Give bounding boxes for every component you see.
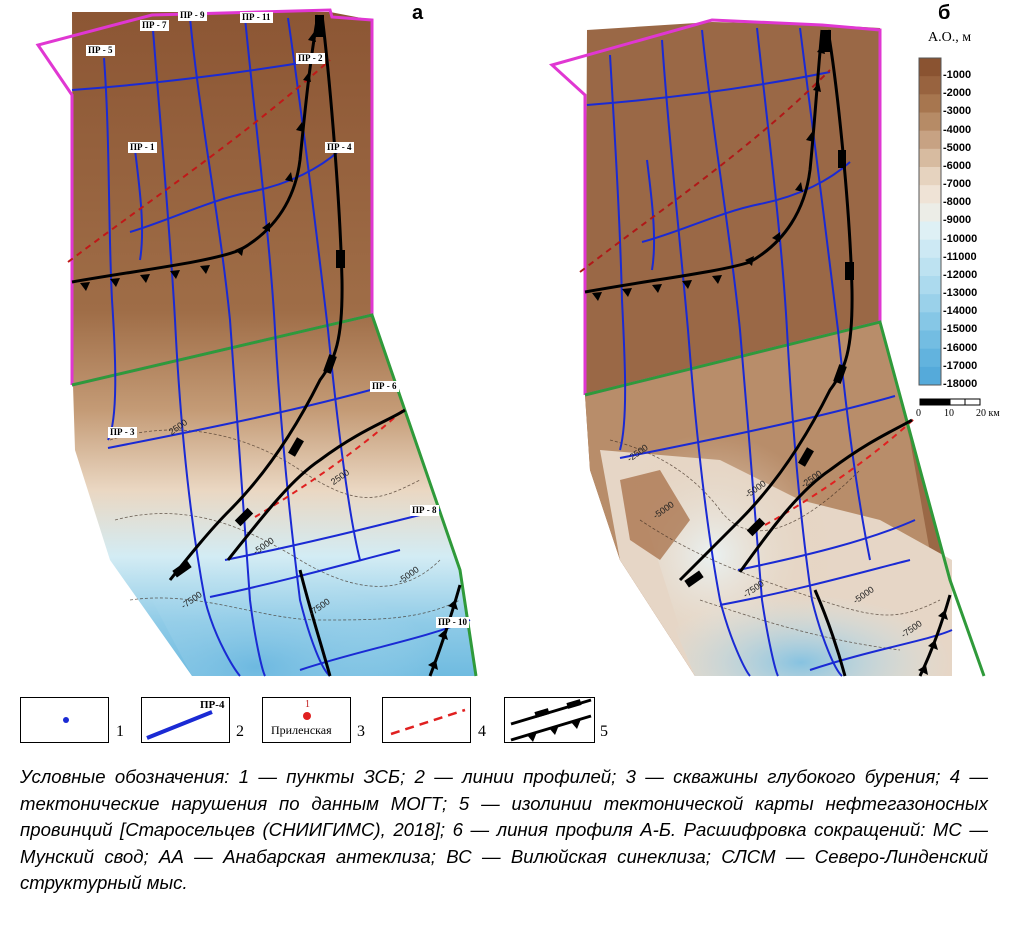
colorbar-label: -13000 (943, 287, 978, 299)
profile-lines-a (71, 17, 471, 677)
profile-label: ПР - 5 (86, 45, 115, 56)
colorbar-label: -8000 (943, 196, 972, 209)
legend-num-4: 4 (478, 723, 486, 740)
profile-label: ПР - 2 (296, 53, 325, 64)
tectonic-teeth-b (592, 30, 948, 675)
colorbar-swatch (919, 239, 941, 259)
contours-a (109, 429, 461, 621)
profile-label: ПР - 8 (410, 505, 439, 516)
profile-label: ПР - 9 (178, 10, 207, 21)
colorbar-swatch (919, 294, 941, 313)
legend-well-number: 1 (305, 699, 310, 710)
colorbar (918, 57, 942, 386)
profile-label: ПР - 10 (436, 617, 469, 628)
zsb-point-icon (63, 717, 69, 723)
colorbar-swatch (919, 148, 941, 168)
colorbar-label: -9000 (943, 214, 972, 227)
colorbar-label: -5000 (943, 141, 972, 154)
colorbar-label: -2000 (943, 87, 972, 100)
maps-svg (35, 8, 986, 677)
tectonic-line-icon (510, 698, 592, 742)
colorbar-label: -15000 (943, 323, 978, 336)
map-b-brown-spot (620, 470, 690, 560)
block-boundary-lower-b (584, 320, 986, 677)
map-b-blue-zone (650, 540, 952, 676)
colorbar-label: -17000 (943, 359, 978, 372)
colorbar-swatch (919, 276, 941, 295)
profile-label: ПР - 4 (325, 142, 354, 153)
scalebar-tick-10: 10 (944, 408, 954, 419)
well-marker-icon (303, 712, 311, 720)
colorbar-label: -18000 (943, 377, 978, 390)
colorbar-swatch (919, 167, 941, 186)
fault-mogt-a1 (67, 59, 331, 263)
map-a-fill (72, 12, 476, 676)
profile-label: ПР - 7 (140, 20, 169, 31)
tectonic-teeth-a (80, 15, 458, 670)
legend-box-tectonic (504, 697, 595, 743)
profile-lines-b (586, 27, 953, 677)
caption-text: Условные обозначения: 1 — пункты ЗСБ; 2 … (20, 766, 988, 893)
colorbar-swatch (919, 312, 941, 331)
colorbar-label: -4000 (943, 123, 972, 136)
colorbar-swatch (919, 221, 941, 241)
legend-num-2: 2 (236, 723, 244, 740)
scalebar-tick-0: 0 (916, 408, 921, 419)
scale-bar (919, 398, 981, 406)
colorbar-swatch (919, 185, 941, 204)
legend-box-zsb (20, 697, 109, 743)
map-a-blue-zone (110, 500, 476, 676)
map-panel-b (548, 18, 986, 677)
legend-box-profile: ПР-4 (141, 697, 230, 743)
colorbar-label: -11000 (943, 250, 977, 263)
colorbar-swatch (919, 58, 941, 77)
colorbar-swatch (919, 366, 941, 386)
block-boundary-upper-a (35, 8, 374, 387)
map-panel-a (35, 8, 478, 677)
colorbar-label: -10000 (943, 232, 978, 245)
colorbar-swatch (919, 94, 941, 113)
scalebar-tick-20: 20 км (976, 408, 1000, 419)
colorbar-label: -1000 (943, 69, 972, 81)
legend-box-fault (382, 697, 471, 743)
colorbar-swatch (919, 348, 941, 368)
fault-mogt-a2 (254, 407, 406, 518)
colorbar-label: -14000 (943, 305, 978, 318)
legend-num-3: 3 (357, 723, 365, 740)
fault-dashed-icon (390, 708, 466, 736)
colorbar-swatch (919, 130, 941, 150)
panel-label-b: б (938, 2, 951, 24)
block-boundary-upper-b (548, 18, 882, 397)
legend-profile-label: ПР-4 (200, 699, 225, 711)
profile-label: ПР - 1 (128, 142, 157, 153)
colorbar-swatch (919, 112, 941, 132)
profile-label: ПР - 3 (108, 427, 137, 438)
colorbar-frame (918, 57, 942, 386)
profile-label: ПР - 6 (370, 381, 399, 392)
panel-label-a: а (412, 2, 424, 24)
colorbar-label: -16000 (943, 341, 978, 354)
colorbar-swatch (919, 203, 941, 222)
fault-mogt-b2 (764, 417, 916, 526)
colorbar-swatch (919, 257, 941, 277)
legend-well-name: Приленская (271, 723, 332, 737)
colorbar-label: -12000 (943, 268, 978, 281)
colorbar-title: А.О., м (928, 30, 972, 45)
contours-b (609, 439, 941, 651)
fault-mogt-b1 (579, 69, 831, 273)
profile-label: ПР - 11 (240, 12, 273, 23)
legend-num-5: 5 (600, 723, 608, 740)
colorbar-swatch (919, 330, 941, 350)
colorbar-swatch (919, 76, 941, 95)
profile-line-icon (146, 710, 213, 740)
colorbar-label: -7000 (943, 178, 972, 190)
legend-box-well: 1 Приленская (262, 697, 351, 743)
legend-num-1: 1 (116, 723, 124, 740)
colorbar-label: -3000 (943, 105, 972, 118)
colorbar-label: -6000 (943, 159, 972, 172)
